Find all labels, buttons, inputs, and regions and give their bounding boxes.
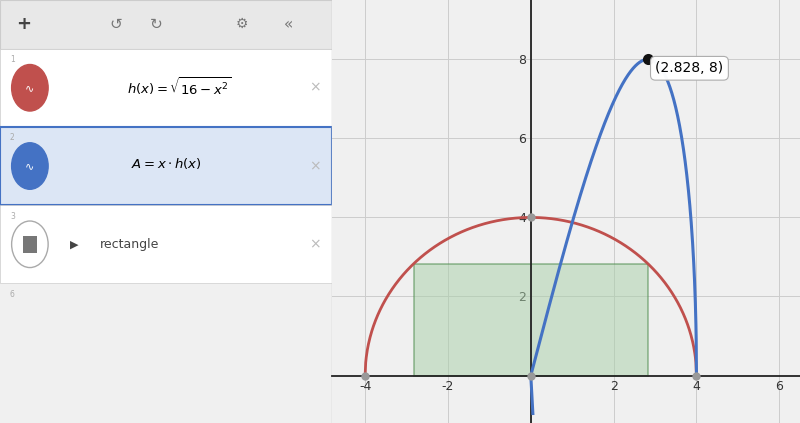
FancyBboxPatch shape bbox=[23, 236, 37, 253]
Text: ↺: ↺ bbox=[110, 17, 122, 32]
Text: ∿: ∿ bbox=[25, 83, 34, 93]
Text: 6: 6 bbox=[10, 290, 15, 299]
Circle shape bbox=[12, 143, 48, 190]
Text: +: + bbox=[16, 15, 30, 33]
FancyBboxPatch shape bbox=[0, 205, 332, 283]
Text: ×: × bbox=[310, 81, 322, 95]
Circle shape bbox=[12, 221, 48, 268]
FancyBboxPatch shape bbox=[0, 0, 332, 49]
Text: rectangle: rectangle bbox=[99, 238, 159, 251]
Text: 2: 2 bbox=[10, 133, 14, 142]
Text: 1: 1 bbox=[10, 55, 14, 64]
Text: ⚙: ⚙ bbox=[236, 17, 249, 31]
Text: $A = x \cdot h(x)$: $A = x \cdot h(x)$ bbox=[130, 157, 202, 171]
Circle shape bbox=[12, 65, 48, 111]
Bar bbox=[414, 264, 648, 376]
Text: ∿: ∿ bbox=[25, 161, 34, 171]
Text: ↻: ↻ bbox=[150, 17, 162, 32]
Text: $h(x) = \sqrt{16 - x^2}$: $h(x) = \sqrt{16 - x^2}$ bbox=[127, 75, 231, 96]
Text: «: « bbox=[284, 17, 294, 32]
Text: (2.828, 8): (2.828, 8) bbox=[655, 61, 723, 75]
Text: 3: 3 bbox=[10, 212, 15, 220]
FancyBboxPatch shape bbox=[0, 49, 332, 127]
Text: ▶: ▶ bbox=[70, 239, 78, 249]
Text: ×: × bbox=[310, 159, 322, 173]
Text: ×: × bbox=[310, 237, 322, 251]
FancyBboxPatch shape bbox=[0, 127, 332, 205]
